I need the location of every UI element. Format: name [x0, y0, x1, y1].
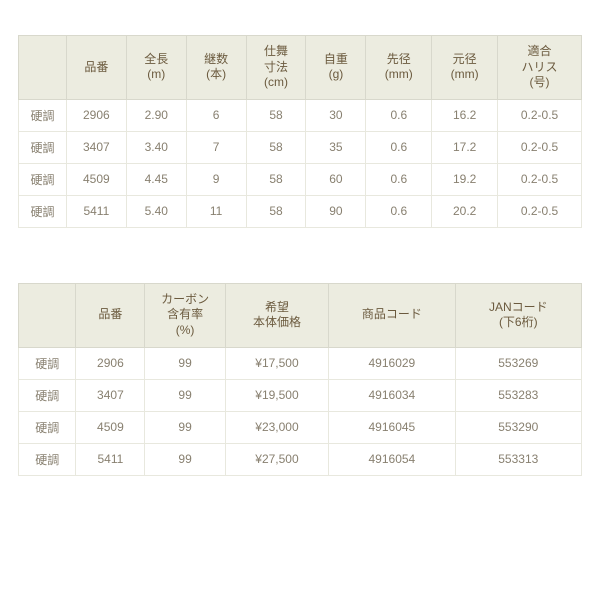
cell: 0.2-0.5 [498, 163, 582, 195]
cell: 58 [246, 131, 306, 163]
cell: 4916034 [329, 379, 455, 411]
cell: 5411 [66, 195, 126, 227]
cell: 0.2-0.5 [498, 99, 582, 131]
cell: 58 [246, 99, 306, 131]
table-2-header-row: 品番 カーボン含有率(%) 希望本体価格 商品コード JANコード(下6桁) [19, 283, 582, 347]
col-carbon: カーボン含有率(%) [145, 283, 225, 347]
table-row: 硬調 5411 99 ¥27,500 4916054 553313 [19, 443, 582, 475]
cell: 硬調 [19, 347, 76, 379]
table-2-head: 品番 カーボン含有率(%) 希望本体価格 商品コード JANコード(下6桁) [19, 283, 582, 347]
cell: 硬調 [19, 163, 67, 195]
cell: 90 [306, 195, 366, 227]
cell: 7 [186, 131, 246, 163]
cell: 9 [186, 163, 246, 195]
col-tip-dia: 先径(mm) [366, 36, 432, 100]
cell: 3.40 [126, 131, 186, 163]
table-2-body: 硬調 2906 99 ¥17,500 4916029 553269 硬調 340… [19, 347, 582, 475]
cell: ¥19,500 [225, 379, 328, 411]
col-sections: 継数(本) [186, 36, 246, 100]
cell: 17.2 [432, 131, 498, 163]
cell: 硬調 [19, 131, 67, 163]
cell: ¥17,500 [225, 347, 328, 379]
cell: 553290 [455, 411, 581, 443]
cell: 3407 [76, 379, 145, 411]
table-row: 硬調 5411 5.40 11 58 90 0.6 20.2 0.2-0.5 [19, 195, 582, 227]
cell: 16.2 [432, 99, 498, 131]
cell: 58 [246, 163, 306, 195]
cell: 0.6 [366, 131, 432, 163]
col-jan-code: JANコード(下6桁) [455, 283, 581, 347]
table-1-head: 品番 全長(m) 継数(本) 仕舞寸法(cm) 自重(g) 先径(mm) 元径(… [19, 36, 582, 100]
cell: 4.45 [126, 163, 186, 195]
spec-table-1: 品番 全長(m) 継数(本) 仕舞寸法(cm) 自重(g) 先径(mm) 元径(… [18, 35, 582, 228]
spec-table-2: 品番 カーボン含有率(%) 希望本体価格 商品コード JANコード(下6桁) 硬… [18, 283, 582, 476]
table-row: 硬調 3407 3.40 7 58 35 0.6 17.2 0.2-0.5 [19, 131, 582, 163]
table-row: 硬調 3407 99 ¥19,500 4916034 553283 [19, 379, 582, 411]
cell: 5411 [76, 443, 145, 475]
table-row: 硬調 2906 99 ¥17,500 4916029 553269 [19, 347, 582, 379]
cell: 4509 [76, 411, 145, 443]
cell: 5.40 [126, 195, 186, 227]
cell: 硬調 [19, 443, 76, 475]
table-row: 硬調 4509 4.45 9 58 60 0.6 19.2 0.2-0.5 [19, 163, 582, 195]
cell: 99 [145, 411, 225, 443]
cell: 0.2-0.5 [498, 131, 582, 163]
spec-table-1-wrap: 品番 全長(m) 継数(本) 仕舞寸法(cm) 自重(g) 先径(mm) 元径(… [18, 35, 582, 228]
table-1-header-row: 品番 全長(m) 継数(本) 仕舞寸法(cm) 自重(g) 先径(mm) 元径(… [19, 36, 582, 100]
table-row: 硬調 4509 99 ¥23,000 4916045 553290 [19, 411, 582, 443]
cell: 20.2 [432, 195, 498, 227]
col-part-no: 品番 [66, 36, 126, 100]
cell: 4916029 [329, 347, 455, 379]
col-line: 適合ハリス(号) [498, 36, 582, 100]
cell: 553269 [455, 347, 581, 379]
cell: 硬調 [19, 411, 76, 443]
cell: 6 [186, 99, 246, 131]
cell: 硬調 [19, 195, 67, 227]
cell: ¥27,500 [225, 443, 328, 475]
col-product-code: 商品コード [329, 283, 455, 347]
cell: 99 [145, 347, 225, 379]
col-blank [19, 36, 67, 100]
cell: 2906 [66, 99, 126, 131]
cell: 19.2 [432, 163, 498, 195]
cell: 99 [145, 443, 225, 475]
cell: 2906 [76, 347, 145, 379]
cell: 35 [306, 131, 366, 163]
cell: 0.6 [366, 195, 432, 227]
col-closed-len: 仕舞寸法(cm) [246, 36, 306, 100]
cell: 0.6 [366, 163, 432, 195]
cell: 553283 [455, 379, 581, 411]
cell: 4509 [66, 163, 126, 195]
col-part-no: 品番 [76, 283, 145, 347]
col-blank [19, 283, 76, 347]
cell: 99 [145, 379, 225, 411]
table-row: 硬調 2906 2.90 6 58 30 0.6 16.2 0.2-0.5 [19, 99, 582, 131]
spec-table-2-wrap: 品番 カーボン含有率(%) 希望本体価格 商品コード JANコード(下6桁) 硬… [18, 283, 582, 476]
col-weight: 自重(g) [306, 36, 366, 100]
col-length: 全長(m) [126, 36, 186, 100]
cell: ¥23,000 [225, 411, 328, 443]
cell: 4916054 [329, 443, 455, 475]
cell: 3407 [66, 131, 126, 163]
cell: 4916045 [329, 411, 455, 443]
cell: 2.90 [126, 99, 186, 131]
col-price: 希望本体価格 [225, 283, 328, 347]
cell: 60 [306, 163, 366, 195]
cell: 硬調 [19, 99, 67, 131]
table-1-body: 硬調 2906 2.90 6 58 30 0.6 16.2 0.2-0.5 硬調… [19, 99, 582, 227]
col-butt-dia: 元径(mm) [432, 36, 498, 100]
cell: 553313 [455, 443, 581, 475]
cell: 0.2-0.5 [498, 195, 582, 227]
cell: 58 [246, 195, 306, 227]
cell: 11 [186, 195, 246, 227]
cell: 30 [306, 99, 366, 131]
cell: 0.6 [366, 99, 432, 131]
cell: 硬調 [19, 379, 76, 411]
